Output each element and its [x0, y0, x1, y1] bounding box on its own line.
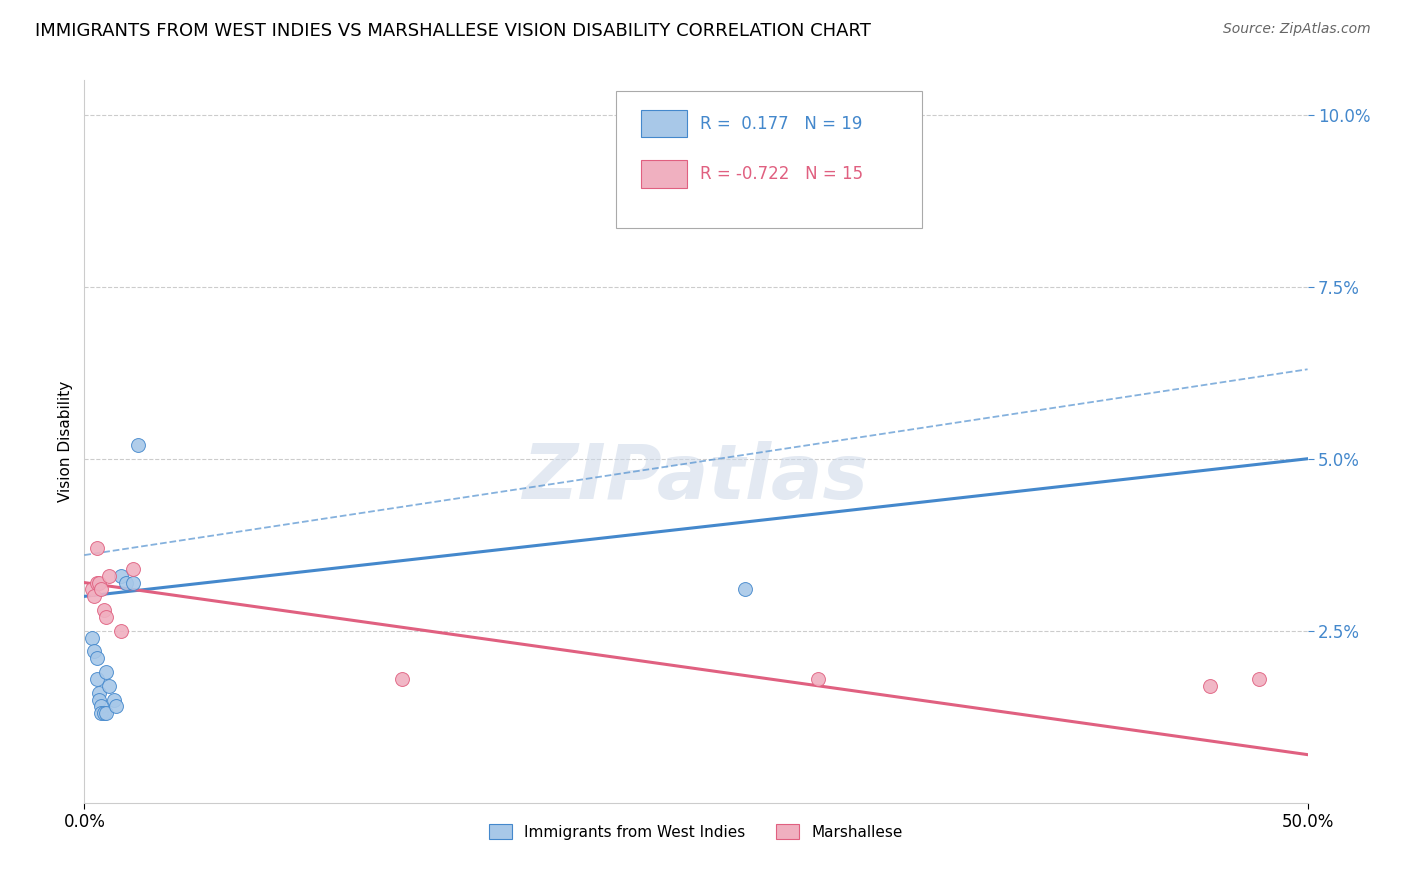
- Text: ZIPatlas: ZIPatlas: [523, 441, 869, 515]
- Point: [105, 699, 128, 714]
- Point: [90, 699, 112, 714]
- Legend: Immigrants from West Indies, Marshallese: Immigrants from West Indies, Marshallese: [484, 818, 908, 846]
- Point: [97, 679, 120, 693]
- Point: [807, 672, 830, 686]
- Point: [86, 575, 108, 590]
- Point: [97, 568, 120, 582]
- Point: [83, 644, 105, 658]
- Point: [93, 706, 115, 721]
- Point: [86, 651, 108, 665]
- FancyBboxPatch shape: [616, 91, 922, 228]
- Point: [80, 582, 103, 597]
- Text: R = -0.722   N = 15: R = -0.722 N = 15: [700, 165, 863, 183]
- Point: [86, 672, 108, 686]
- Point: [96, 665, 118, 679]
- Text: IMMIGRANTS FROM WEST INDIES VS MARSHALLESE VISION DISABILITY CORRELATION CHART: IMMIGRANTS FROM WEST INDIES VS MARSHALLE…: [35, 22, 872, 40]
- Point: [110, 568, 132, 582]
- Point: [103, 692, 125, 706]
- Text: R =  0.177   N = 19: R = 0.177 N = 19: [700, 115, 862, 133]
- Point: [90, 582, 112, 597]
- Point: [87, 686, 110, 700]
- Point: [96, 706, 118, 721]
- Point: [87, 692, 110, 706]
- Point: [734, 582, 756, 597]
- Point: [86, 541, 108, 556]
- Point: [1247, 672, 1270, 686]
- FancyBboxPatch shape: [641, 161, 688, 188]
- Y-axis label: Vision Disability: Vision Disability: [58, 381, 73, 502]
- Point: [96, 610, 118, 624]
- FancyBboxPatch shape: [641, 110, 688, 137]
- Point: [127, 438, 149, 452]
- Point: [1198, 679, 1220, 693]
- Point: [80, 631, 103, 645]
- Point: [122, 575, 145, 590]
- Point: [93, 603, 115, 617]
- Text: Source: ZipAtlas.com: Source: ZipAtlas.com: [1223, 22, 1371, 37]
- Point: [122, 562, 145, 576]
- Point: [83, 590, 105, 604]
- Point: [87, 575, 110, 590]
- Point: [110, 624, 132, 638]
- Point: [115, 575, 138, 590]
- Point: [90, 706, 112, 721]
- Point: [391, 672, 413, 686]
